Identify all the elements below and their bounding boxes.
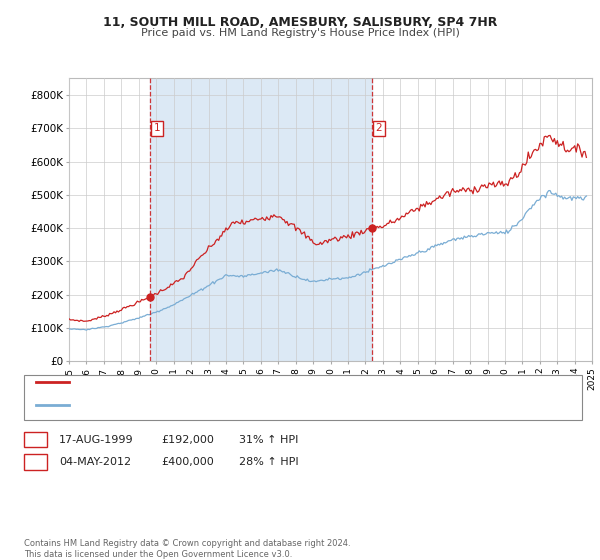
Text: 28% ↑ HPI: 28% ↑ HPI <box>239 457 298 467</box>
Text: 31% ↑ HPI: 31% ↑ HPI <box>239 435 298 445</box>
Text: 11, SOUTH MILL ROAD, AMESBURY, SALISBURY, SP4 7HR (detached house): 11, SOUTH MILL ROAD, AMESBURY, SALISBURY… <box>76 377 465 388</box>
Text: Contains HM Land Registry data © Crown copyright and database right 2024.
This d: Contains HM Land Registry data © Crown c… <box>24 539 350 559</box>
Text: 1: 1 <box>154 123 160 133</box>
Text: Price paid vs. HM Land Registry's House Price Index (HPI): Price paid vs. HM Land Registry's House … <box>140 28 460 38</box>
Text: 2: 2 <box>32 457 39 467</box>
Text: 17-AUG-1999: 17-AUG-1999 <box>59 435 133 445</box>
Text: 1: 1 <box>32 435 39 445</box>
Text: 04-MAY-2012: 04-MAY-2012 <box>59 457 131 467</box>
Text: 2: 2 <box>376 123 382 133</box>
Text: HPI: Average price, detached house, Wiltshire: HPI: Average price, detached house, Wilt… <box>76 400 315 410</box>
Text: £192,000: £192,000 <box>161 435 214 445</box>
Bar <box>150 78 372 361</box>
Text: 11, SOUTH MILL ROAD, AMESBURY, SALISBURY, SP4 7HR: 11, SOUTH MILL ROAD, AMESBURY, SALISBURY… <box>103 16 497 29</box>
Text: £400,000: £400,000 <box>161 457 214 467</box>
